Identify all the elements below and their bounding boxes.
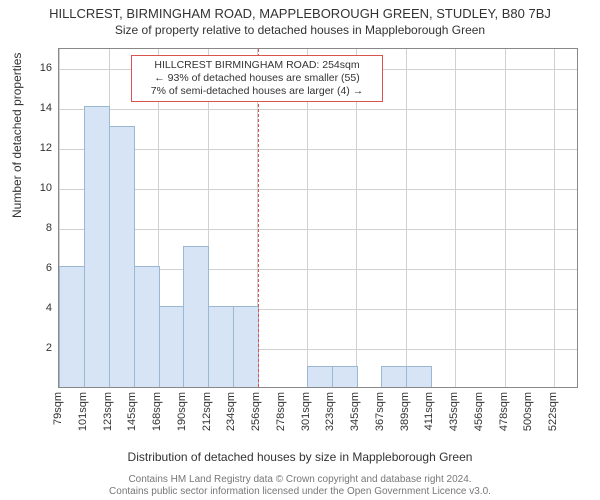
gridline-h	[59, 109, 577, 110]
histogram-bar	[109, 126, 135, 387]
y-tick-label: 8	[22, 222, 52, 234]
chart-container: HILLCREST, BIRMINGHAM ROAD, MAPPLEBOROUG…	[0, 0, 600, 500]
histogram-bar	[332, 366, 358, 387]
x-tick-label: 278sqm	[275, 392, 287, 431]
x-axis-label: Distribution of detached houses by size …	[0, 450, 600, 464]
x-tick-label: 389sqm	[399, 392, 411, 431]
footer-attribution: Contains HM Land Registry data © Crown c…	[0, 474, 600, 498]
annotation-line-1: HILLCREST BIRMINGHAM ROAD: 254sqm	[138, 59, 376, 72]
annotation-line-2: ← 93% of detached houses are smaller (55…	[138, 72, 376, 85]
chart-subtitle: Size of property relative to detached ho…	[0, 21, 600, 37]
x-tick-label: 411sqm	[423, 392, 435, 430]
plot-area: HILLCREST BIRMINGHAM ROAD: 254sqm← 93% o…	[58, 48, 578, 388]
histogram-bar	[159, 306, 185, 387]
gridline-v	[455, 49, 456, 387]
x-tick-label: 301sqm	[300, 392, 312, 431]
y-tick-label: 16	[22, 62, 52, 74]
annotation-line-3: 7% of semi-detached houses are larger (4…	[138, 85, 376, 98]
x-tick-label: 456sqm	[473, 392, 485, 431]
x-tick-label: 123sqm	[102, 392, 114, 431]
x-tick-label: 522sqm	[547, 392, 559, 431]
footer-line-1: Contains HM Land Registry data © Crown c…	[0, 474, 600, 486]
x-tick-label: 234sqm	[225, 392, 237, 431]
histogram-bar	[84, 106, 110, 387]
histogram-bar	[307, 366, 333, 387]
gridline-h	[59, 149, 577, 150]
chart-title: HILLCREST, BIRMINGHAM ROAD, MAPPLEBOROUG…	[0, 0, 600, 21]
annotation-box: HILLCREST BIRMINGHAM ROAD: 254sqm← 93% o…	[131, 55, 383, 102]
x-tick-label: 190sqm	[176, 392, 188, 431]
x-tick-label: 79sqm	[52, 392, 64, 425]
gridline-h	[59, 229, 577, 230]
x-tick-label: 168sqm	[151, 392, 163, 431]
y-tick-label: 10	[22, 182, 52, 194]
gridline-v	[505, 49, 506, 387]
gridline-v	[554, 49, 555, 387]
x-tick-label: 101sqm	[77, 392, 89, 431]
x-tick-label: 323sqm	[324, 392, 336, 431]
footer-line-2: Contains public sector information licen…	[0, 486, 600, 498]
y-tick-label: 12	[22, 142, 52, 154]
histogram-bar	[183, 246, 209, 387]
x-tick-label: 500sqm	[522, 392, 534, 431]
gridline-v	[406, 49, 407, 387]
y-tick-label: 2	[22, 342, 52, 354]
histogram-bar	[134, 266, 160, 387]
x-tick-label: 478sqm	[498, 392, 510, 431]
x-tick-label: 145sqm	[126, 392, 138, 431]
x-tick-label: 345sqm	[349, 392, 361, 431]
y-tick-label: 14	[22, 102, 52, 114]
histogram-bar	[208, 306, 234, 387]
y-tick-label: 4	[22, 302, 52, 314]
histogram-bar	[233, 306, 259, 387]
x-tick-label: 256sqm	[250, 392, 262, 431]
gridline-h	[59, 189, 577, 190]
histogram-bar	[406, 366, 432, 387]
histogram-bar	[381, 366, 407, 387]
x-tick-label: 367sqm	[374, 392, 386, 431]
histogram-bar	[59, 266, 85, 387]
x-tick-label: 212sqm	[201, 392, 213, 431]
plot-wrap: HILLCREST BIRMINGHAM ROAD: 254sqm← 93% o…	[58, 48, 578, 388]
y-tick-label: 6	[22, 262, 52, 274]
x-tick-label: 435sqm	[448, 392, 460, 431]
